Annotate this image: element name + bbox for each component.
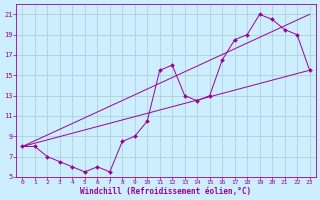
X-axis label: Windchill (Refroidissement éolien,°C): Windchill (Refroidissement éolien,°C)	[80, 187, 252, 196]
